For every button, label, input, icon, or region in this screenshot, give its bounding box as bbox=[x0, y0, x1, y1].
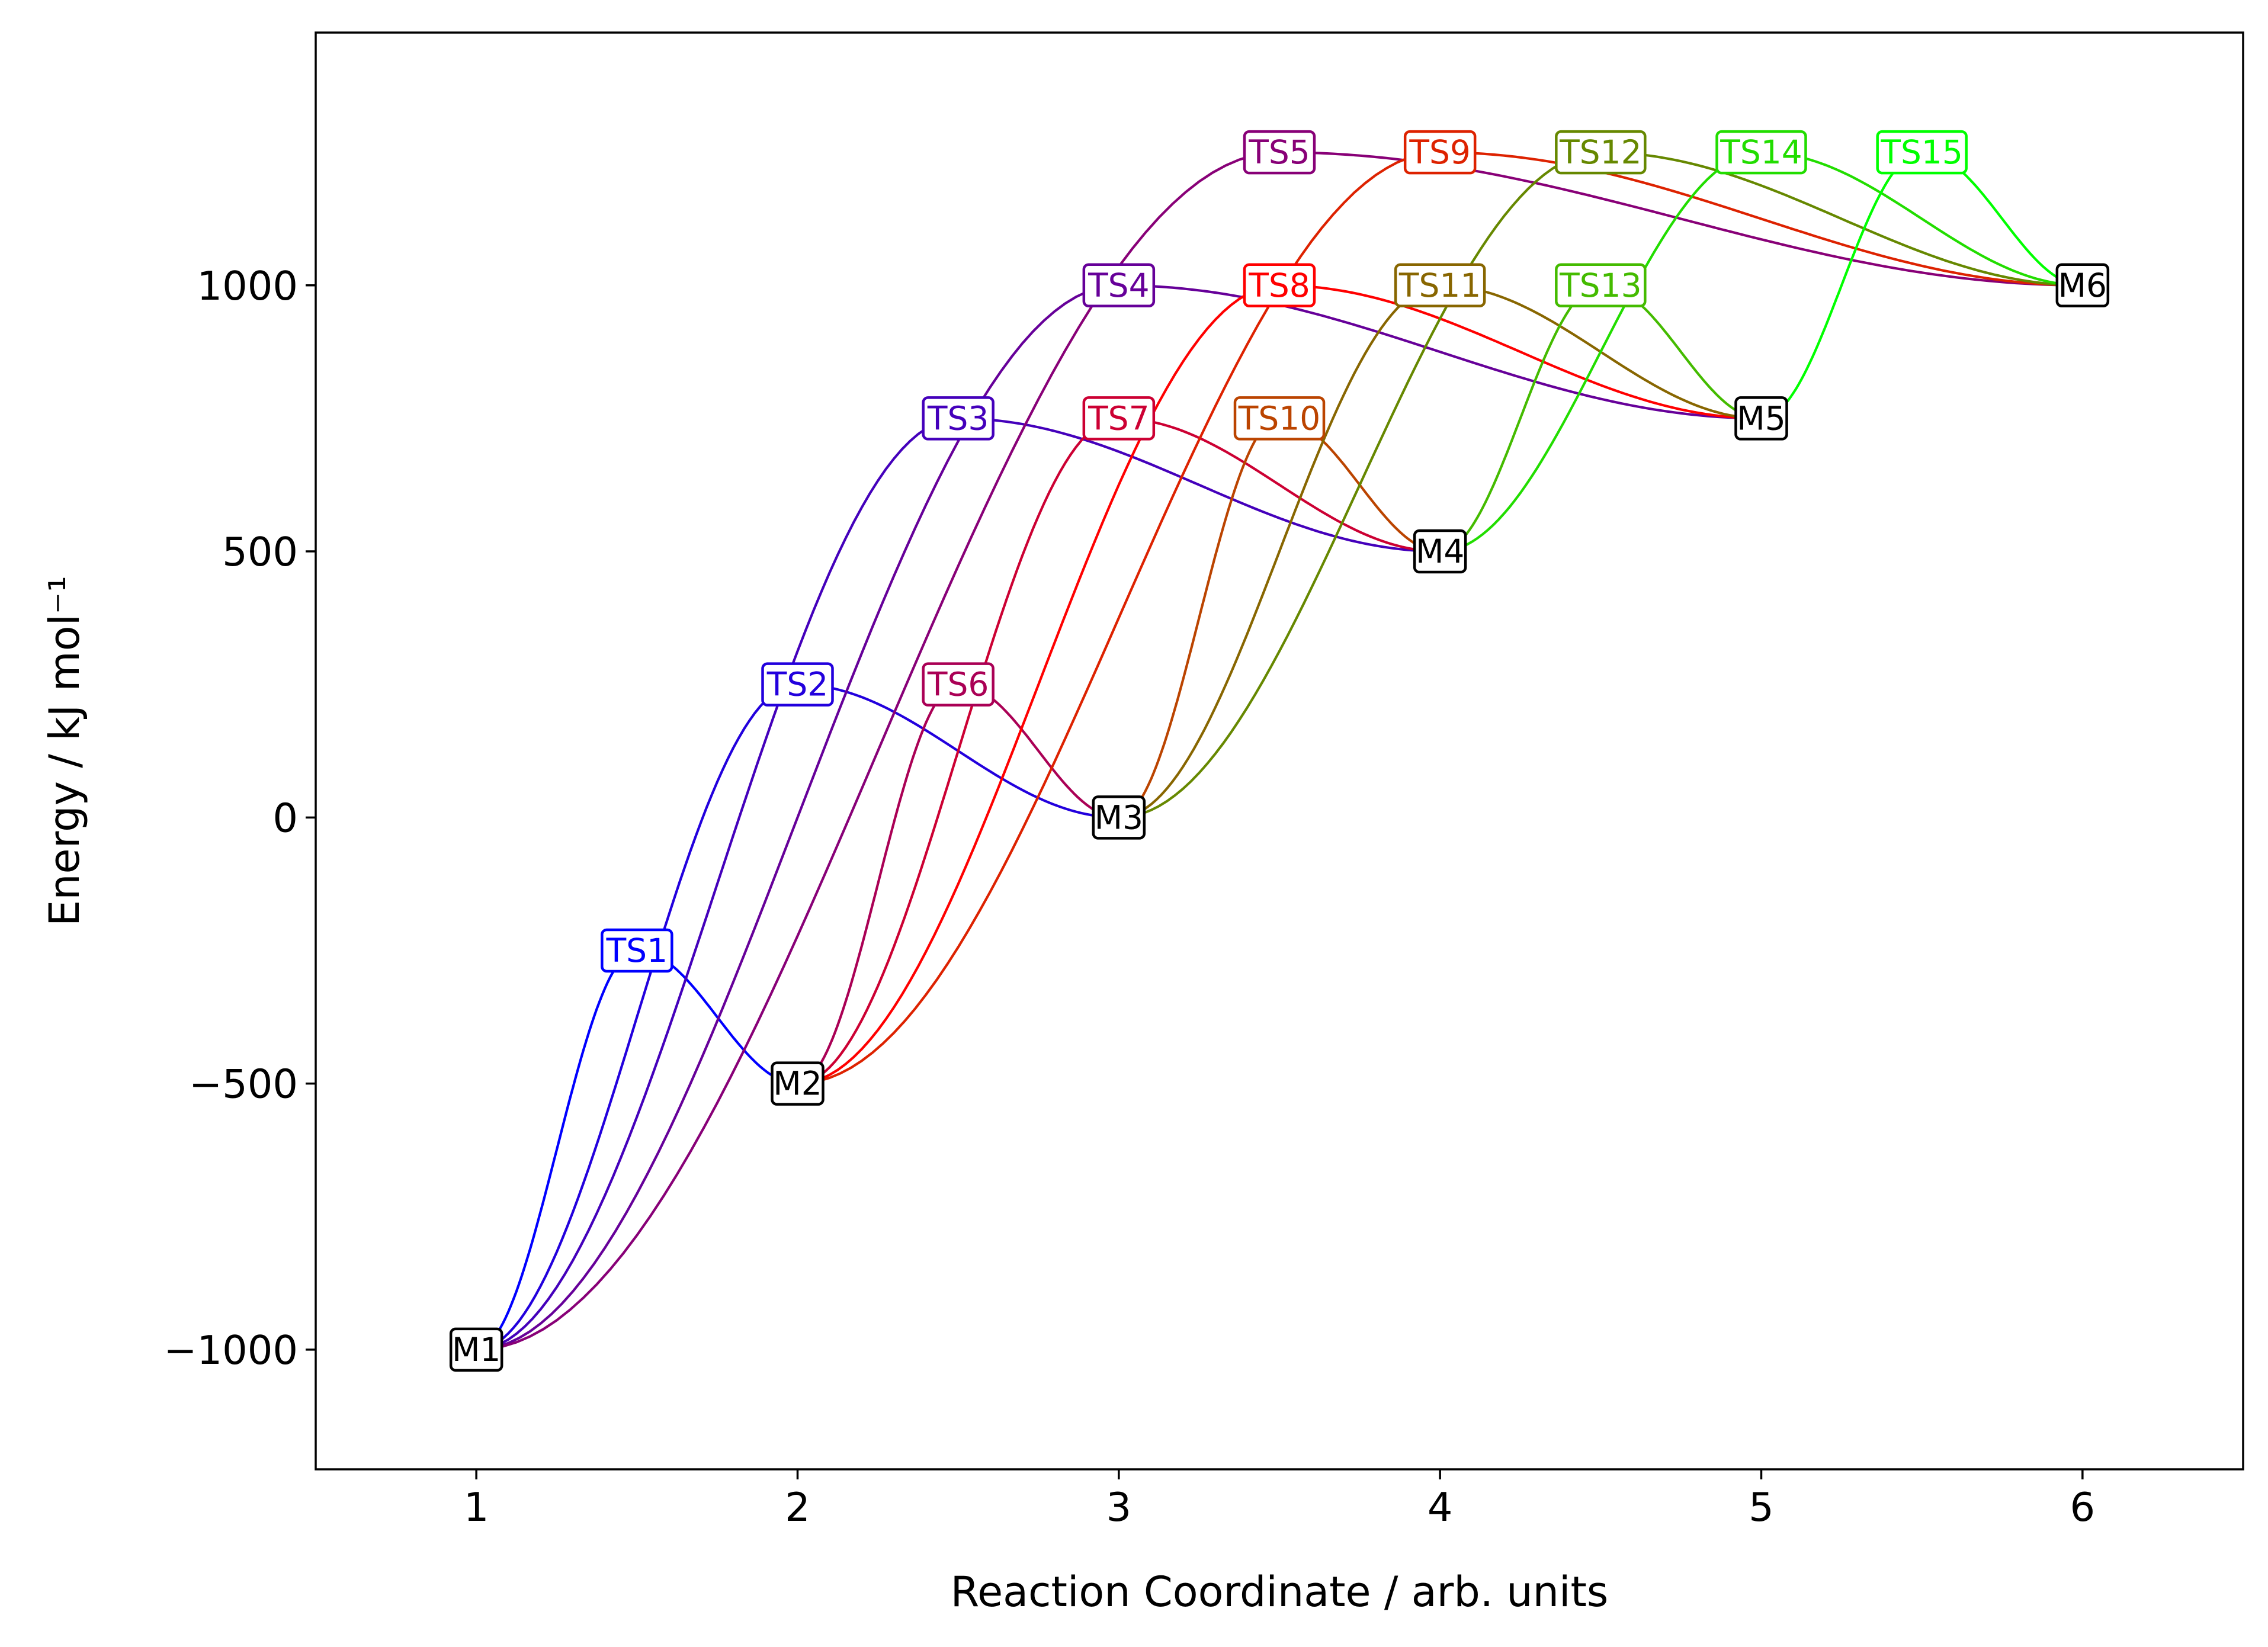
ts-label-ts8-box bbox=[1243, 263, 1316, 308]
ts-label-ts12-text: TS12 bbox=[1559, 133, 1642, 171]
ts-label-ts2-text: TS2 bbox=[766, 666, 829, 704]
ts-label-ts11-box bbox=[1394, 263, 1486, 308]
minimum-label-m4: M4 bbox=[1413, 529, 1467, 574]
y-tick-label: 1000 bbox=[197, 263, 298, 309]
reaction-path-ts14 bbox=[1440, 151, 2083, 553]
reaction-path-ts1 bbox=[476, 949, 798, 1351]
ts-label-ts6-box bbox=[922, 662, 995, 707]
axes-frame bbox=[315, 31, 2244, 1471]
ts-label-ts9-text: TS9 bbox=[1409, 133, 1471, 171]
ts-label-ts10-text: TS10 bbox=[1238, 399, 1321, 437]
y-tick-label: 500 bbox=[222, 529, 298, 575]
ts-label-ts13-text: TS13 bbox=[1559, 267, 1642, 304]
reaction-path-ts13 bbox=[1440, 284, 1762, 553]
minimum-label-m5-box bbox=[1734, 396, 1788, 441]
ts-label-ts15-box bbox=[1876, 130, 1968, 175]
minimum-label-m6-box bbox=[2055, 263, 2110, 308]
minimum-label-m3-text: M3 bbox=[1095, 798, 1143, 836]
ts-label-ts9-box bbox=[1403, 130, 1477, 175]
reaction-path-ts10 bbox=[1118, 417, 1441, 819]
minimum-label-m2: M2 bbox=[771, 1061, 825, 1106]
reaction-path-ts2 bbox=[476, 683, 1119, 1351]
state-labels: TS1 TS2 TS3 TS4 TS5 TS6 TS7 TS8 TS9 TS10 TS11 TS12 T… bbox=[449, 130, 2110, 1372]
ts-label-ts6: TS6 bbox=[922, 662, 995, 707]
ts-label-ts14: TS14 bbox=[1715, 130, 1807, 175]
ts-label-ts14-box bbox=[1715, 130, 1807, 175]
minimum-label-m1-text: M1 bbox=[452, 1331, 501, 1369]
y-axis-label: Energy / kJ mol⁻¹ bbox=[40, 576, 89, 926]
ts-label-ts13-box bbox=[1555, 263, 1647, 308]
ts-label-ts7-text: TS7 bbox=[1088, 399, 1150, 437]
ts-label-ts6-text: TS6 bbox=[927, 666, 989, 704]
ts-label-ts15: TS15 bbox=[1876, 130, 1968, 175]
minimum-label-m4-box bbox=[1413, 529, 1467, 574]
x-tick-label: 4 bbox=[1427, 1484, 1453, 1530]
y-axis-ticks: −1000 −500 0 500 1000 bbox=[163, 263, 316, 1373]
minimum-label-m3-box bbox=[1092, 795, 1146, 840]
minimum-label-m6-text: M6 bbox=[2058, 267, 2107, 304]
ts-label-ts5-box bbox=[1243, 130, 1316, 175]
minimum-label-m5-text: M5 bbox=[1737, 399, 1785, 437]
y-tick-label: −1000 bbox=[163, 1327, 298, 1373]
ts-label-ts3-box bbox=[922, 396, 995, 441]
ts-label-ts4-box bbox=[1082, 263, 1156, 308]
ts-label-ts4: TS4 bbox=[1082, 263, 1156, 308]
x-tick-label: 5 bbox=[1749, 1484, 1774, 1530]
x-tick-label: 2 bbox=[785, 1484, 810, 1530]
ts-label-ts11: TS11 bbox=[1394, 263, 1486, 308]
minimum-label-m1-box bbox=[449, 1327, 503, 1372]
ts-label-ts15-text: TS15 bbox=[1880, 133, 1963, 171]
x-tick-label: 6 bbox=[2070, 1484, 2096, 1530]
ts-label-ts3: TS3 bbox=[922, 396, 995, 441]
ts-label-ts12: TS12 bbox=[1555, 130, 1647, 175]
ts-label-ts10: TS10 bbox=[1233, 396, 1326, 441]
x-tick-label: 1 bbox=[464, 1484, 489, 1530]
x-axis-label: Reaction Coordinate / arb. units bbox=[951, 1568, 1609, 1616]
ts-label-ts1: TS1 bbox=[601, 928, 673, 973]
minimum-label-m3: M3 bbox=[1092, 795, 1146, 840]
minimum-label-m2-box bbox=[771, 1061, 825, 1106]
minimum-label-m4-text: M4 bbox=[1416, 532, 1464, 570]
ts-label-ts3-text: TS3 bbox=[927, 399, 989, 437]
ts-label-ts8: TS8 bbox=[1243, 263, 1316, 308]
ts-label-ts5-text: TS5 bbox=[1248, 133, 1310, 171]
ts-label-ts13: TS13 bbox=[1555, 263, 1647, 308]
x-axis-ticks: 1 2 3 4 5 6 bbox=[464, 1469, 2095, 1530]
ts-label-ts14-text: TS14 bbox=[1720, 133, 1802, 171]
reaction-path-ts5 bbox=[476, 151, 2083, 1351]
x-tick-label: 3 bbox=[1106, 1484, 1132, 1530]
ts-label-ts1-box bbox=[601, 928, 673, 973]
minimum-label-m1: M1 bbox=[449, 1327, 503, 1372]
minimum-label-m2-text: M2 bbox=[773, 1065, 822, 1103]
ts-label-ts4-text: TS4 bbox=[1088, 267, 1150, 304]
ts-label-ts1-text: TS1 bbox=[606, 932, 668, 969]
ts-label-ts7: TS7 bbox=[1082, 396, 1156, 441]
ts-label-ts7-box bbox=[1082, 396, 1156, 441]
minimum-label-m6: M6 bbox=[2055, 263, 2110, 308]
reaction-path-ts12 bbox=[1118, 151, 2083, 819]
ts-label-ts9: TS9 bbox=[1403, 130, 1477, 175]
ts-label-ts2: TS2 bbox=[761, 662, 834, 707]
ts-label-ts12-box bbox=[1555, 130, 1647, 175]
y-tick-label: −500 bbox=[189, 1061, 298, 1107]
ts-label-ts2-box bbox=[761, 662, 834, 707]
ts-label-ts8-text: TS8 bbox=[1248, 267, 1310, 304]
ts-label-ts11-text: TS11 bbox=[1398, 267, 1481, 304]
plot-area: TS1 TS2 TS3 TS4 TS5 TS6 TS7 TS8 TS9 TS10 TS11 TS12 T… bbox=[449, 130, 2110, 1372]
minimum-label-m5: M5 bbox=[1734, 396, 1788, 441]
reaction-paths bbox=[476, 151, 2083, 1351]
ts-label-ts10-box bbox=[1233, 396, 1326, 441]
y-tick-label: 0 bbox=[272, 795, 298, 841]
ts-label-ts5: TS5 bbox=[1243, 130, 1316, 175]
